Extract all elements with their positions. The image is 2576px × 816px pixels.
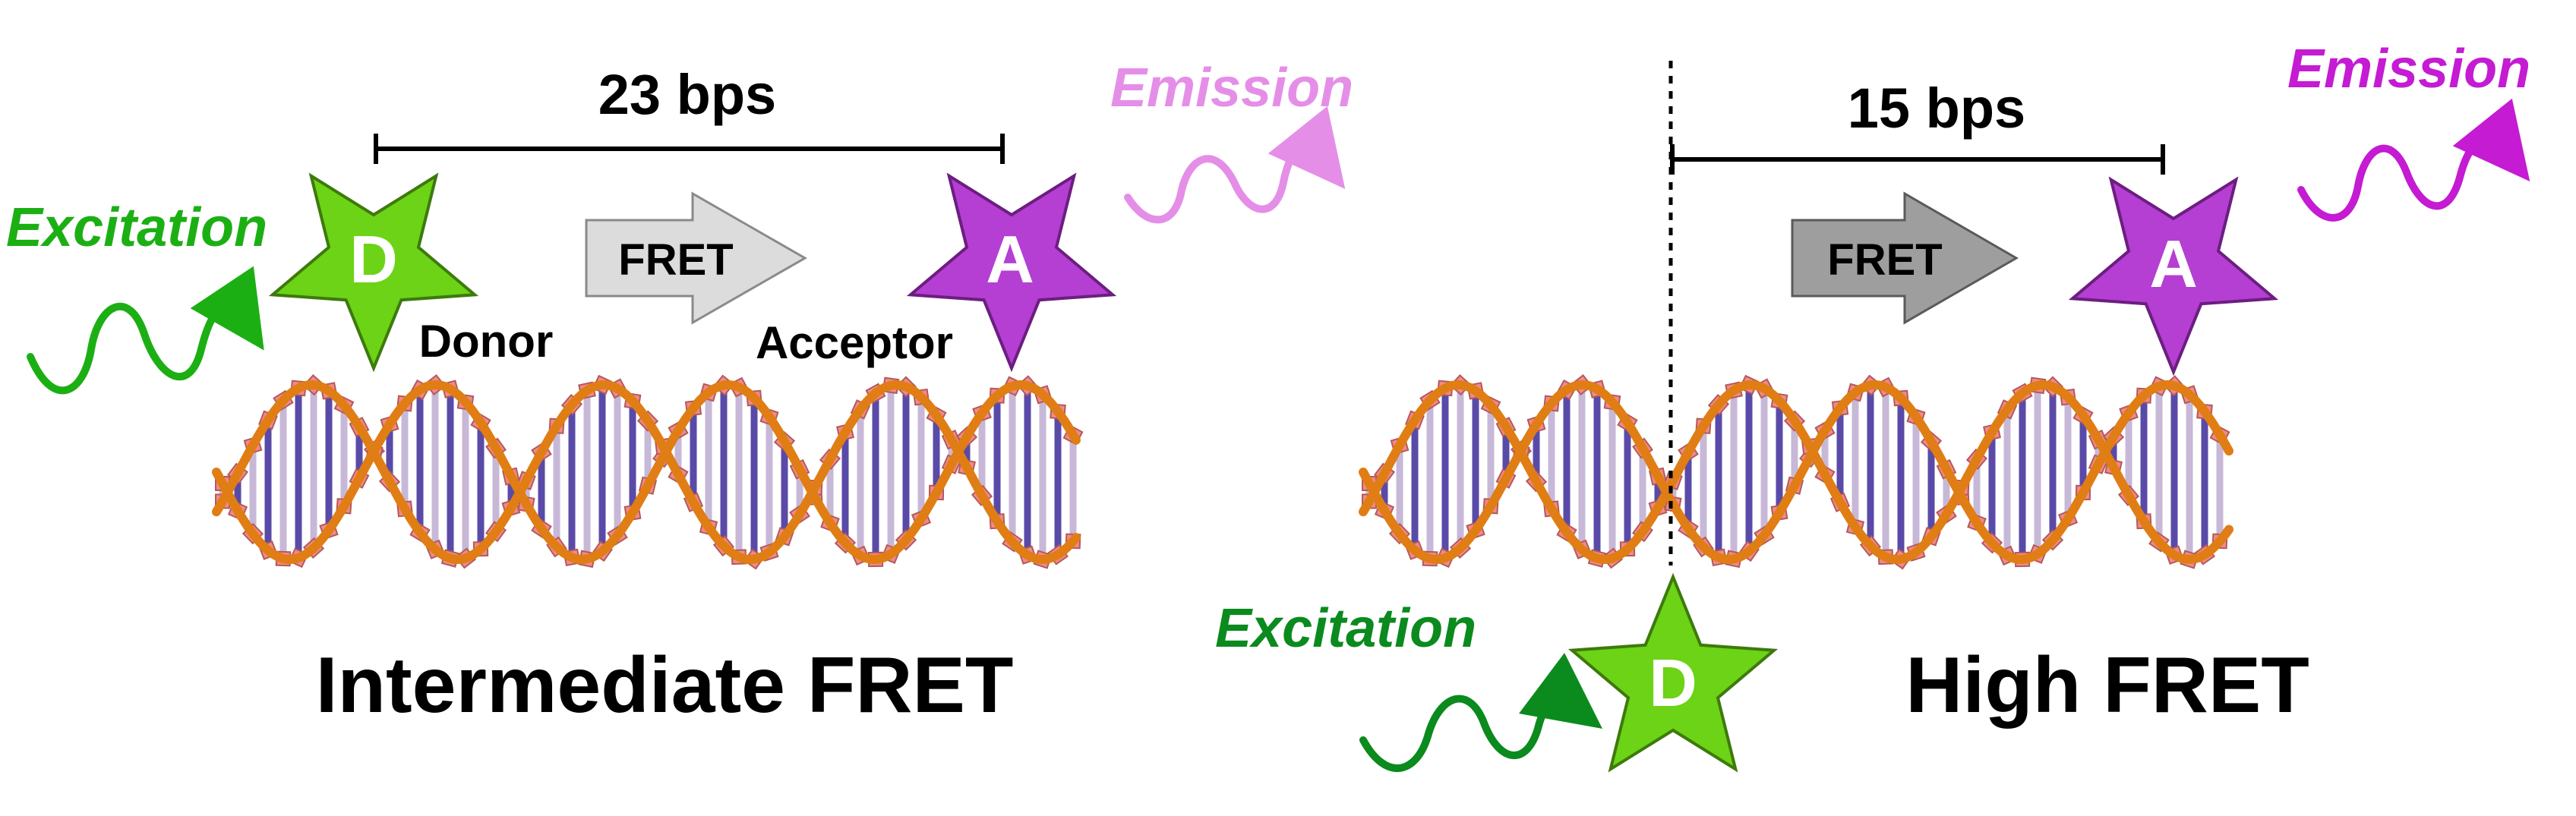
excitation-label-right: Excitation: [1215, 598, 1476, 659]
acceptor-star-right: A: [2068, 176, 2279, 376]
emission-wave-right: [2297, 98, 2530, 222]
fret-arrow-right: FRET: [1791, 191, 2019, 325]
dna-left-backbone-strand-2: [212, 380, 1081, 565]
fret-label-right: FRET: [1827, 235, 1942, 285]
acceptor-letter-left: A: [986, 222, 1034, 297]
donor-letter-right: D: [1649, 645, 1697, 720]
panel-high: 15 bps FRET A D Emission Excitation High…: [1215, 39, 2530, 773]
dna-helix-left: [212, 373, 1084, 570]
distance-bar-right: [1670, 144, 2165, 175]
fret-arrow-left: FRET: [585, 191, 808, 325]
excitation-wave-right: [1359, 653, 1603, 773]
donor-star-right: D: [1567, 572, 1779, 773]
dna-left-backbone-strand-1: [212, 380, 1081, 565]
distance-label-right: 15 bps: [1848, 77, 2025, 140]
donor-letter-left: D: [349, 222, 398, 297]
acceptor-letter-right: A: [2149, 226, 2198, 301]
panel-intermediate: 23 bps D Donor A Acceptor FRET Excitatio…: [6, 58, 1353, 729]
excitation-label-left: Excitation: [6, 197, 267, 258]
excitation-wave-left: [27, 266, 264, 395]
donor-label: Donor: [419, 316, 554, 367]
distance-bar-left: [374, 134, 1005, 164]
emission-label-left: Emission: [1110, 58, 1353, 118]
panel-title-right: High FRET: [1905, 641, 2309, 729]
dna-right-backbone-strand-1: [1359, 380, 2233, 565]
dna-right-backbone-strand-2: [1359, 380, 2233, 565]
fret-label-left: FRET: [618, 235, 733, 285]
acceptor-label: Acceptor: [756, 317, 953, 368]
donor-star-left: D: [268, 172, 479, 373]
panel-title-left: Intermediate FRET: [316, 641, 1014, 729]
emission-wave-left: [1124, 106, 1346, 224]
dna-helix-right: [1359, 373, 2233, 570]
acceptor-star-left: A: [906, 172, 1117, 373]
distance-label-left: 23 bps: [598, 63, 776, 126]
emission-label-right: Emission: [2287, 39, 2530, 99]
